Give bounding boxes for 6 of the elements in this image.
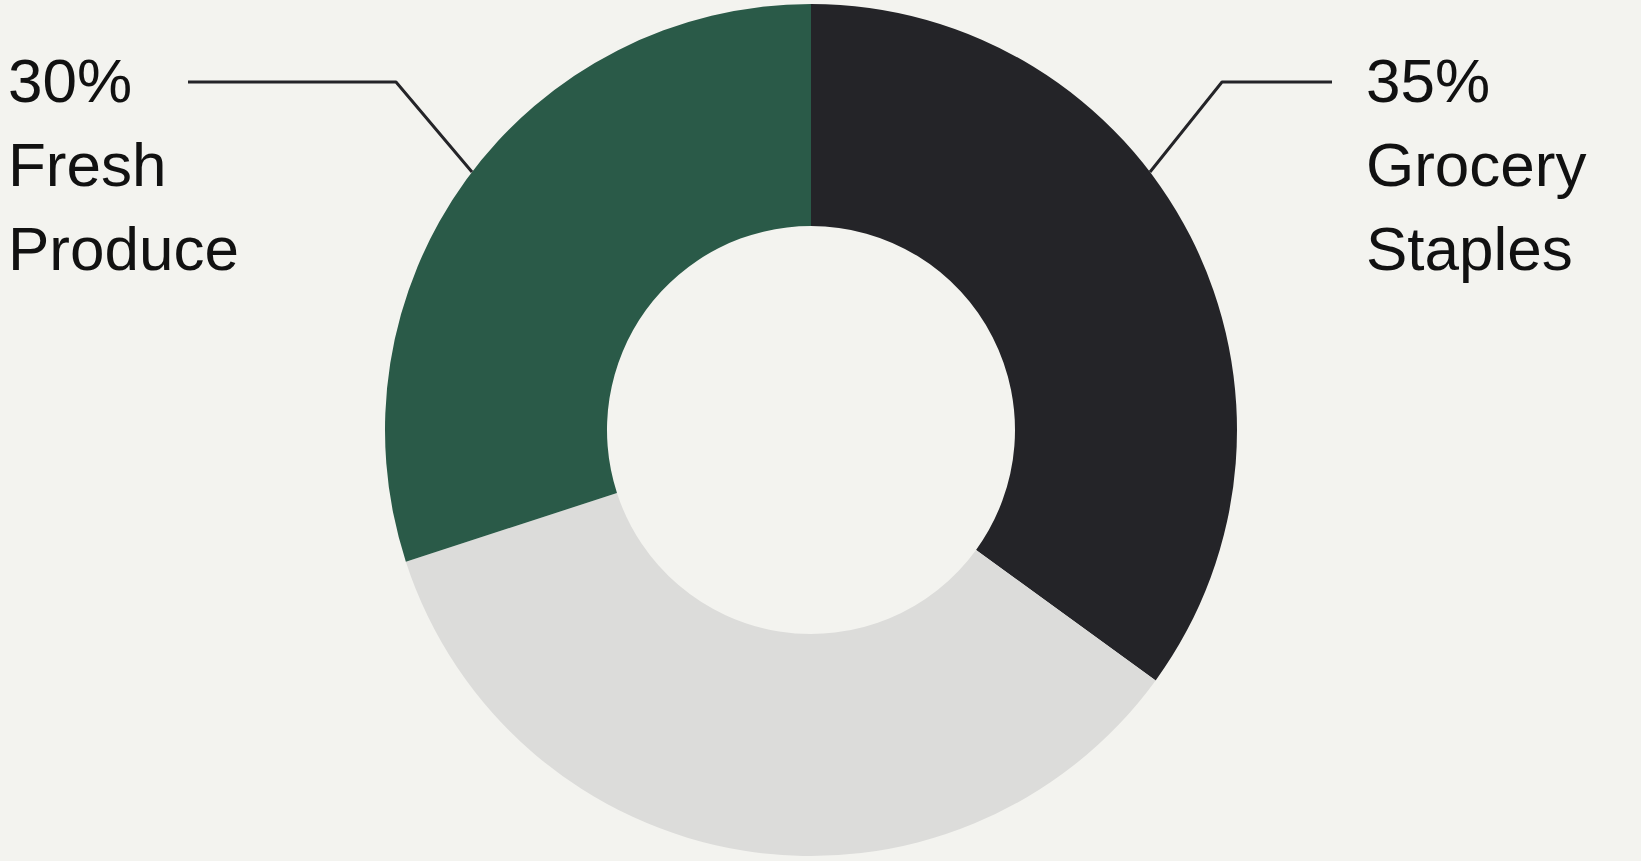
slice-label: Fresh Produce [8,130,239,283]
slice-label: Grocery Staples [1366,130,1587,283]
donut-slice [385,4,811,562]
data-label: 30% [8,46,133,115]
data-label: 35% [1366,46,1491,115]
donut-slice [405,493,1156,856]
